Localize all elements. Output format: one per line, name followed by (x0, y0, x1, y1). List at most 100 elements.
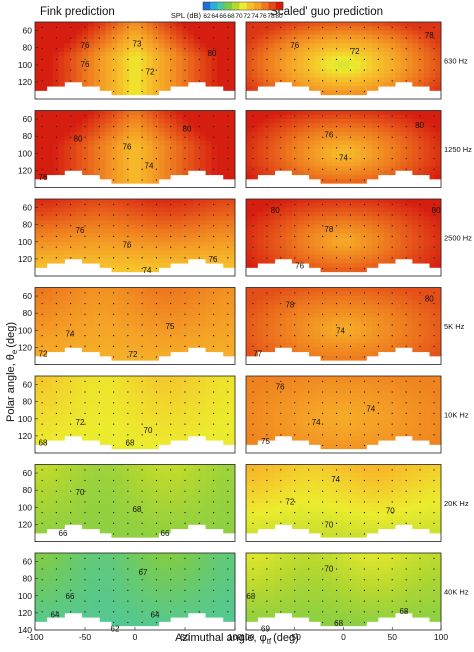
heat-cell (200, 242, 206, 247)
heat-cell (194, 35, 200, 40)
mesh-point (406, 48, 407, 49)
heat-cell (286, 288, 292, 293)
heat-cell (100, 123, 106, 128)
heat-cell (229, 233, 235, 238)
heat-cell (435, 65, 441, 70)
mesh-point (227, 158, 228, 159)
mesh-point (378, 115, 379, 116)
heat-cell (82, 300, 88, 305)
mesh-point (252, 225, 253, 226)
mesh-point (350, 204, 351, 205)
heat-cell (176, 246, 182, 251)
heat-cell (59, 43, 65, 48)
heat-cell (407, 48, 413, 53)
heat-cell (298, 233, 304, 238)
heat-cell (229, 69, 235, 74)
heat-cell (418, 115, 424, 120)
heat-cell (159, 48, 165, 53)
heat-cell (147, 313, 153, 318)
heat-cell (384, 305, 390, 310)
heat-cell (332, 166, 338, 171)
heat-cell (378, 250, 384, 255)
heat-cell (269, 296, 275, 301)
heat-cell (384, 259, 390, 264)
heat-cell (269, 259, 275, 264)
heat-cell (229, 300, 235, 305)
heat-cell (424, 56, 430, 61)
heat-cell (223, 220, 229, 225)
heat-cell (59, 246, 65, 251)
heat-cell (389, 65, 395, 70)
heat-cell (435, 78, 441, 83)
heat-cell (223, 288, 229, 293)
heat-cell (292, 65, 298, 70)
heat-cell (200, 250, 206, 255)
mesh-point (113, 80, 114, 81)
heat-cell (366, 78, 372, 83)
heat-cell (435, 335, 441, 340)
heat-cell (298, 343, 304, 348)
heat-cell (257, 26, 263, 31)
heat-cell (47, 339, 53, 344)
heat-cell (200, 330, 206, 335)
heat-cell (401, 288, 407, 293)
mesh-point (84, 214, 85, 215)
heat-cell (321, 111, 327, 116)
heat-cell (176, 238, 182, 243)
heat-cell (153, 119, 159, 124)
heat-cell (188, 305, 194, 310)
heat-cell (211, 296, 217, 301)
heat-cell (35, 82, 41, 87)
heat-cell (70, 255, 76, 260)
mesh-point (70, 69, 71, 70)
heat-cell (292, 78, 298, 83)
heat-cell (217, 220, 223, 225)
heat-cell (263, 82, 269, 87)
mesh-point (364, 236, 365, 237)
heat-cell (275, 322, 281, 327)
heat-cell (106, 86, 112, 91)
heat-cell (372, 31, 378, 36)
heat-cell (170, 61, 176, 66)
heat-cell (355, 296, 361, 301)
heat-cell (309, 82, 315, 87)
mesh-point (392, 37, 393, 38)
heat-cell (229, 119, 235, 124)
heat-cell (153, 347, 159, 352)
heat-cell (361, 128, 367, 133)
heat-cell (217, 162, 223, 167)
heat-cell (389, 322, 395, 327)
heat-cell (366, 326, 372, 331)
heat-cell (223, 212, 229, 217)
heat-cell (257, 343, 263, 348)
heat-cell (82, 322, 88, 327)
heat-cell (412, 216, 418, 221)
heat-cell (47, 343, 53, 348)
mesh-point (378, 246, 379, 247)
mesh-point (252, 246, 253, 247)
heat-cell (338, 220, 344, 225)
heat-cell (94, 199, 100, 204)
heat-cell (35, 322, 41, 327)
heat-cell (298, 288, 304, 293)
heat-cell (395, 65, 401, 70)
mesh-point (127, 169, 128, 170)
heat-cell (164, 296, 170, 301)
heat-cell (372, 153, 378, 158)
heat-cell (123, 52, 129, 57)
heat-cell (223, 86, 229, 91)
heat-cell (275, 199, 281, 204)
heat-cell (309, 26, 315, 31)
heat-cell (246, 322, 252, 327)
heat-cell (252, 43, 258, 48)
heat-cell (64, 238, 70, 243)
heat-cell (257, 208, 263, 213)
heat-cell (182, 162, 188, 167)
heat-cell (129, 166, 135, 171)
heat-cell (176, 326, 182, 331)
heat-cell (321, 39, 327, 44)
heat-cell (182, 212, 188, 217)
heat-cell (82, 216, 88, 221)
heat-cell (349, 263, 355, 268)
heat-cell (430, 61, 436, 66)
